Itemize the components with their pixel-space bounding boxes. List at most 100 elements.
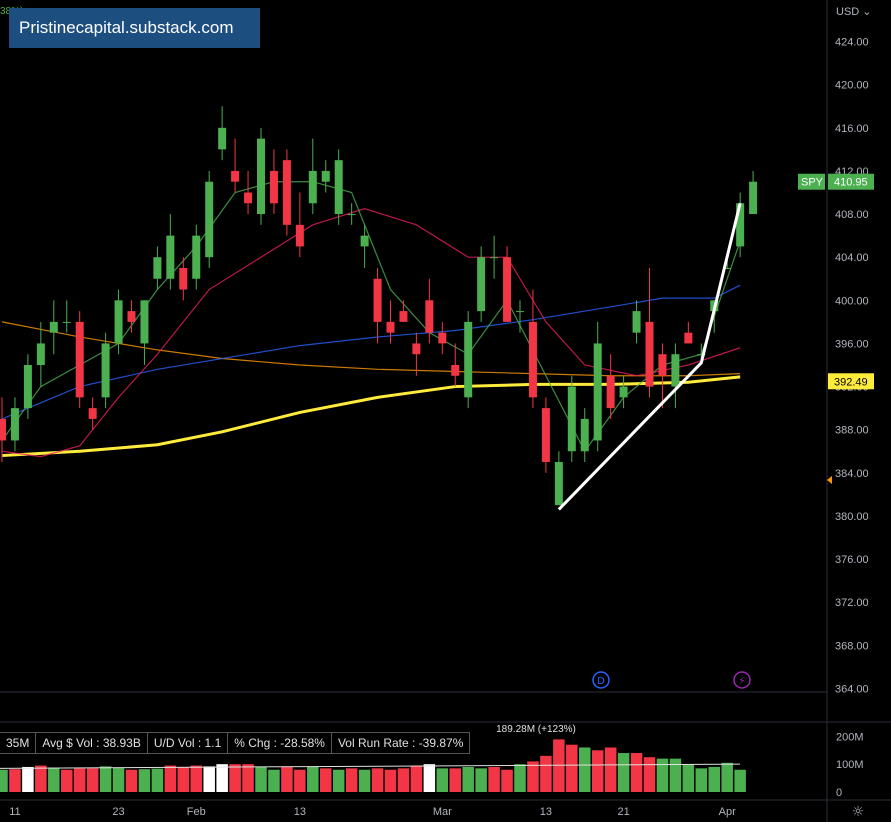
candle-body <box>114 300 123 344</box>
volume-bar <box>630 753 643 792</box>
last-price-label: 410.95 <box>834 177 868 189</box>
candle <box>10 397 19 452</box>
candle-body <box>503 257 512 322</box>
candle-body <box>10 408 19 441</box>
volume-tick-label: 0 <box>836 787 842 799</box>
watermark: Pristinecapital.substack.com <box>9 8 260 48</box>
volume-bar <box>695 768 708 792</box>
price-tick-label: 380.00 <box>835 511 869 523</box>
last-price-tag <box>828 173 874 190</box>
volume-bar <box>358 769 371 792</box>
candle <box>593 321 602 452</box>
time-axis-label: 13 <box>540 806 552 818</box>
volume-bar <box>449 768 461 792</box>
volume-bar <box>669 758 682 792</box>
volume-bar <box>294 769 306 792</box>
candle <box>749 170 758 215</box>
candle-body <box>347 214 356 216</box>
candle-body <box>205 181 214 258</box>
candle <box>244 170 253 215</box>
volume-bar <box>164 765 177 792</box>
candle <box>619 375 628 409</box>
volume-bar <box>410 765 423 792</box>
time-axis-label: 23 <box>112 806 124 818</box>
candle <box>606 354 615 419</box>
volume-stat-item: 35M <box>0 732 37 754</box>
moving-average-green <box>1 181 741 453</box>
candle <box>503 246 512 322</box>
volume-bar <box>436 768 449 792</box>
price-tick-label: 404.00 <box>835 252 869 264</box>
candle-body <box>645 321 654 387</box>
volume-bar <box>553 739 565 792</box>
candle <box>308 138 317 215</box>
volume-bar <box>203 766 215 792</box>
candle <box>464 311 473 409</box>
volume-bar <box>708 766 720 792</box>
time-axis-label: Mar <box>433 806 452 818</box>
price-tick-label: 368.00 <box>835 640 869 652</box>
candle-body <box>231 170 240 182</box>
candle <box>386 300 395 344</box>
candle <box>257 127 265 225</box>
price-tick-label: 400.00 <box>835 295 869 307</box>
price-tick-label: 408.00 <box>835 209 869 221</box>
candle-body <box>477 257 486 312</box>
volume-bar <box>216 764 228 792</box>
candle-body <box>127 311 136 322</box>
volume-bar <box>591 750 604 792</box>
candle <box>23 354 32 419</box>
candle <box>373 267 382 344</box>
volume-tick-label: 100M <box>836 759 864 771</box>
volume-bar <box>734 769 746 792</box>
volume-bar <box>61 769 73 792</box>
price-tick-label: 420.00 <box>835 80 869 92</box>
earnings-icon: ⚡ <box>733 671 751 689</box>
candle <box>295 192 304 258</box>
candle <box>516 300 524 333</box>
price-tick-label: 416.00 <box>835 123 869 135</box>
volume-bar <box>527 761 539 792</box>
volume-bar <box>656 758 669 792</box>
candle-body <box>218 127 227 150</box>
candle <box>269 149 278 215</box>
candle <box>425 278 434 344</box>
price-tick-label: 388.00 <box>835 425 869 437</box>
candle-body <box>606 375 615 409</box>
volume-bar <box>138 769 151 792</box>
candle-body <box>593 343 602 441</box>
candle-body <box>671 354 680 387</box>
candle <box>218 106 227 161</box>
volume-bar <box>255 766 267 792</box>
candle-body <box>684 332 693 344</box>
volume-bar <box>177 766 190 792</box>
candle <box>321 160 330 193</box>
volume-bar <box>566 744 578 792</box>
volume-bar <box>721 762 733 792</box>
candle-body <box>399 311 408 322</box>
currency-label: USD ⌄ <box>836 6 872 18</box>
volume-bar <box>190 765 202 792</box>
volume-bar <box>371 768 384 792</box>
candle-body <box>516 311 524 313</box>
price-tick-label: 376.00 <box>835 554 869 566</box>
candle-body <box>749 181 758 215</box>
time-axis-label: 21 <box>617 806 629 818</box>
candle <box>49 300 58 355</box>
settings-gear-icon[interactable]: ☼ <box>852 804 865 820</box>
candle-body <box>257 138 265 215</box>
candle-body <box>269 170 278 204</box>
candle-body <box>736 203 745 247</box>
candle <box>645 267 654 398</box>
volume-stat-item: Avg $ Vol : 38.93B <box>36 732 148 754</box>
candle <box>360 224 369 268</box>
candle-body <box>723 267 732 269</box>
volume-bar <box>332 769 345 792</box>
candle-body <box>23 365 32 409</box>
volume-bar <box>540 755 552 792</box>
candle-body <box>75 321 84 398</box>
candle-body <box>101 343 110 398</box>
candle <box>658 343 667 409</box>
moving-average-yellow <box>1 375 741 458</box>
